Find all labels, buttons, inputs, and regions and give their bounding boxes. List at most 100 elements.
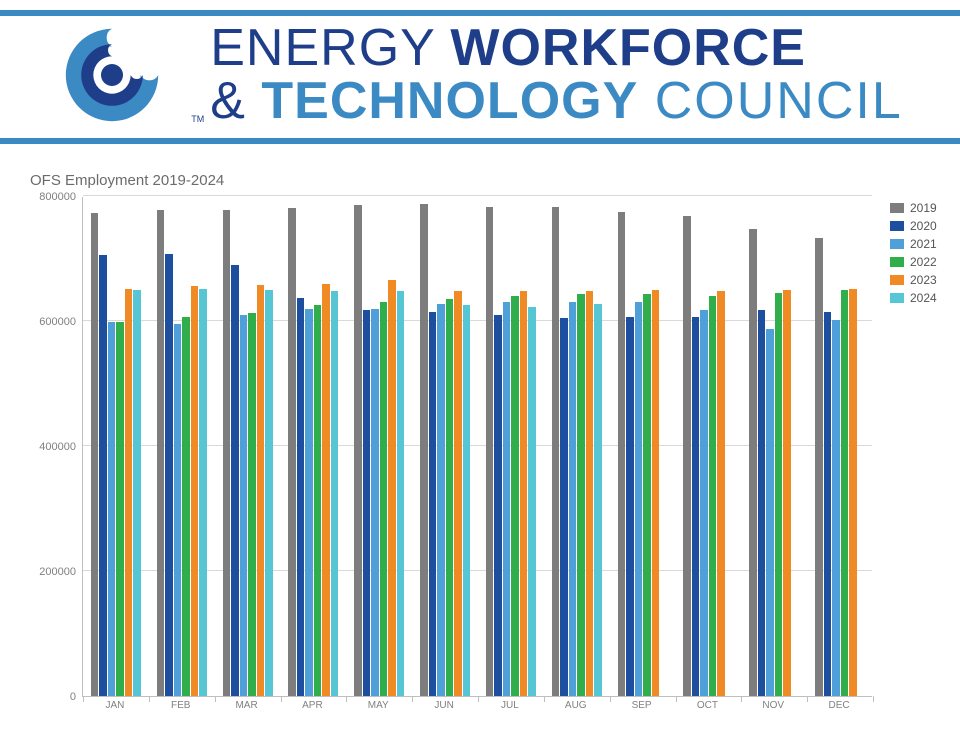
- bar: [91, 213, 99, 696]
- legend-label: 2022: [910, 255, 937, 269]
- bar: [265, 290, 273, 696]
- bar: [371, 309, 379, 697]
- bar: [116, 322, 124, 696]
- plot-area: [82, 197, 872, 697]
- brand-line2: & TECHNOLOGY COUNCIL: [210, 75, 903, 128]
- x-axis: JANFEBMARAPRMAYJUNJULAUGSEPOCTNOVDEC: [82, 697, 872, 717]
- x-tick-label: MAY: [368, 700, 389, 711]
- bar: [454, 291, 462, 696]
- bar: [717, 291, 725, 696]
- bar: [503, 302, 511, 696]
- legend-label: 2021: [910, 237, 937, 251]
- bar: [709, 296, 717, 696]
- bar: [758, 310, 766, 696]
- bar: [248, 313, 256, 696]
- chart-plot: 0200000400000600000800000: [30, 197, 872, 697]
- bar: [815, 238, 823, 696]
- bar: [446, 299, 454, 696]
- bar: [99, 255, 107, 696]
- x-tick-label: JAN: [105, 700, 124, 711]
- brand: TM ENERGY WORKFORCE & TECHNOLOGY COUNCIL: [0, 18, 960, 138]
- bar: [766, 329, 774, 697]
- legend-item: 2023: [890, 273, 937, 287]
- bar: [783, 290, 791, 696]
- bar: [231, 265, 239, 696]
- bar: [520, 291, 528, 696]
- bar: [824, 312, 832, 696]
- legend-swatch: [890, 275, 904, 285]
- bar: [331, 291, 339, 696]
- bar: [494, 315, 502, 696]
- y-tick-label: 600000: [39, 316, 76, 328]
- bar: [552, 207, 560, 696]
- brand-word-workforce: WORKFORCE: [450, 19, 806, 77]
- bar: [380, 302, 388, 696]
- chart-title: OFS Employment 2019-2024: [30, 172, 940, 189]
- bar: [314, 305, 322, 696]
- bar: [832, 320, 840, 696]
- bar: [191, 286, 199, 696]
- gridline: [83, 195, 872, 196]
- brand-word-technology: TECHNOLOGY: [261, 72, 638, 130]
- legend-label: 2023: [910, 273, 937, 287]
- y-tick-label: 800000: [39, 191, 76, 203]
- x-tick-label: APR: [302, 700, 323, 711]
- bar: [322, 284, 330, 697]
- bar: [157, 210, 165, 696]
- bar: [388, 280, 396, 696]
- bar: [652, 290, 660, 696]
- bar: [354, 205, 362, 696]
- bar: [223, 210, 231, 696]
- bar: [586, 291, 594, 696]
- bar: [257, 285, 265, 696]
- bar: [182, 317, 190, 696]
- bar: [569, 302, 577, 696]
- bar: [594, 304, 602, 697]
- bar: [288, 208, 296, 696]
- brand-word-amp: &: [210, 72, 261, 130]
- bar: [240, 315, 248, 696]
- legend-swatch: [890, 257, 904, 267]
- y-tick-label: 200000: [39, 566, 76, 578]
- bar: [305, 309, 313, 697]
- brand-word-council: COUNCIL: [638, 72, 902, 130]
- bar: [775, 293, 783, 696]
- bar: [626, 317, 634, 696]
- bar: [692, 317, 700, 696]
- bar: [397, 291, 405, 696]
- header-band: TM ENERGY WORKFORCE & TECHNOLOGY COUNCIL: [0, 10, 960, 144]
- x-tick: [873, 696, 874, 702]
- x-tick-label: SEP: [632, 700, 652, 711]
- legend-item: 2022: [890, 255, 937, 269]
- brand-word-energy: ENERGY: [210, 19, 450, 77]
- bar: [486, 207, 494, 696]
- y-tick-label: 400000: [39, 441, 76, 453]
- bar: [363, 310, 371, 696]
- legend-label: 2019: [910, 201, 937, 215]
- y-tick-label: 0: [70, 691, 76, 703]
- legend-label: 2020: [910, 219, 937, 233]
- x-tick-label: AUG: [565, 700, 587, 711]
- legend-swatch: [890, 203, 904, 213]
- legend: 201920202021202220232024: [890, 201, 937, 309]
- legend-swatch: [890, 293, 904, 303]
- bar: [429, 312, 437, 696]
- bar: [125, 289, 133, 697]
- bar: [635, 302, 643, 696]
- brand-text: ENERGY WORKFORCE & TECHNOLOGY COUNCIL: [210, 22, 903, 128]
- bar: [618, 212, 626, 696]
- bar: [297, 298, 305, 696]
- bar: [420, 204, 428, 697]
- bar: [174, 324, 182, 697]
- chart-container: OFS Employment 2019-2024 0 200000 400000 60…: [0, 144, 960, 727]
- bar: [700, 310, 708, 696]
- x-tick-label: JUN: [434, 700, 453, 711]
- bar: [108, 322, 116, 696]
- bar: [643, 294, 651, 697]
- bar: [849, 289, 857, 697]
- legend-item: 2021: [890, 237, 937, 251]
- bar: [511, 296, 519, 696]
- bar: [528, 307, 536, 696]
- bar: [199, 289, 207, 697]
- x-tick-label: DEC: [829, 700, 850, 711]
